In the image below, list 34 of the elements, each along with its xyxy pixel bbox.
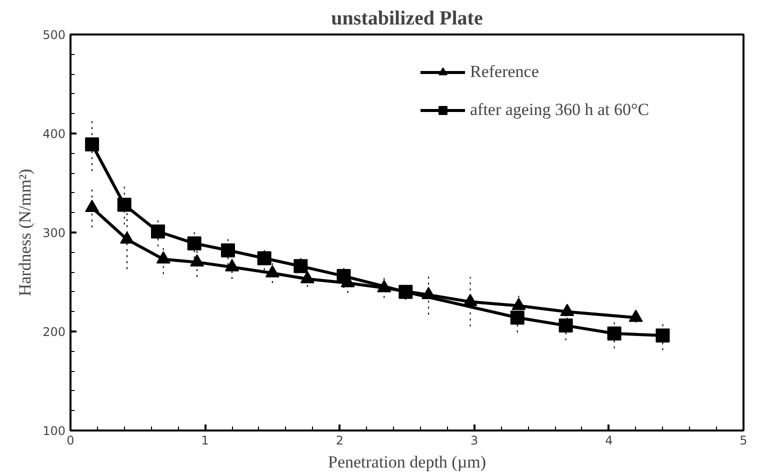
point	[156, 251, 170, 264]
y-tick-label: 400	[42, 127, 66, 141]
x-tick-label: 2	[336, 434, 344, 448]
point	[398, 284, 413, 299]
point	[300, 271, 314, 284]
point	[265, 265, 280, 278]
point	[225, 259, 240, 272]
x-tick-label: 4	[605, 434, 613, 448]
point	[560, 304, 574, 316]
y-tick-label: 100	[42, 424, 66, 438]
x-tick-label: 5	[740, 434, 748, 448]
x-tick-label: 1	[201, 434, 209, 448]
point	[190, 254, 204, 266]
legend-label: after ageing 360 h at 60°C	[470, 100, 650, 120]
point	[628, 310, 643, 322]
point	[120, 231, 134, 244]
x-tick-label: 0	[66, 434, 74, 448]
legend-label: Reference	[470, 62, 539, 82]
point	[150, 224, 165, 239]
point	[220, 243, 235, 258]
point	[257, 251, 272, 266]
y-tick-label: 300	[42, 226, 66, 240]
point	[512, 298, 526, 310]
point	[187, 236, 202, 250]
x-axis-title: Penetration depth (µm)	[328, 452, 486, 472]
y-tick-label: 500	[42, 28, 66, 42]
x-tick-label: 3	[470, 434, 478, 448]
chart-title: unstabilized Plate	[331, 8, 483, 30]
y-tick-label: 200	[42, 325, 66, 339]
point	[117, 198, 132, 212]
point	[85, 200, 100, 212]
point	[85, 137, 100, 152]
point	[294, 259, 308, 274]
y-axis-title: Hardness (N/mm²)	[16, 168, 35, 296]
